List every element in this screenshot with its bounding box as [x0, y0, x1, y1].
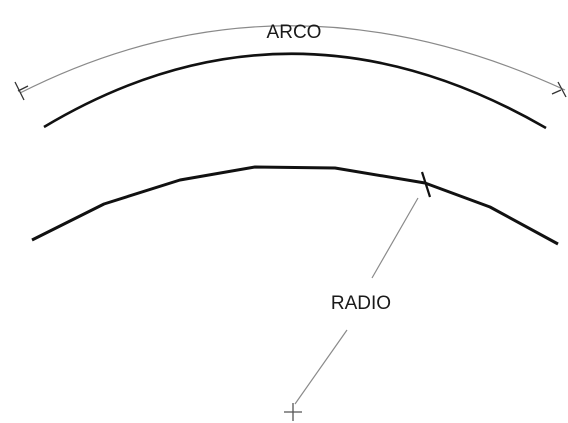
arc-dimension-right-tick: [551, 81, 567, 98]
radius-label: RADIO: [331, 293, 391, 314]
arc-dimension-line: [19, 25, 566, 94]
center-point-cross-icon: [284, 403, 302, 421]
lower-curve: [31, 165, 559, 246]
upper-curve: [43, 52, 547, 130]
arc-dimension-left-tick: [14, 81, 29, 101]
radius-line-upper: [371, 197, 419, 279]
radius-endpoint-tick: [420, 171, 432, 198]
radius-line-lower: [294, 329, 348, 405]
arc-label: ARCO: [267, 22, 322, 43]
